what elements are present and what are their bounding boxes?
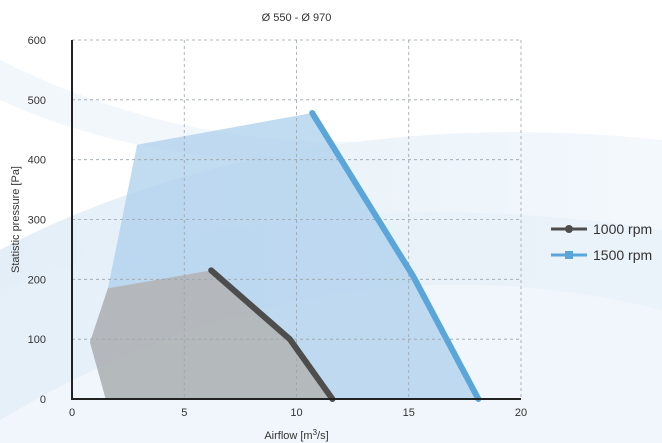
legend-item-1500rpm: 1500 rpm — [551, 242, 652, 268]
x-axis-label: Airflow [m3/s] — [264, 428, 328, 442]
x-tick-label: 15 — [403, 407, 415, 419]
y-tick-label: 200 — [28, 274, 46, 286]
operating-regions — [89, 112, 479, 399]
chart-title: Ø 550 - Ø 970 — [262, 12, 332, 24]
y-tick-label: 100 — [28, 334, 46, 346]
region-1000-rpm — [89, 270, 333, 399]
grid — [72, 39, 522, 399]
x-tick-label: 5 — [181, 407, 187, 419]
legend-label-1000rpm: 1000 rpm — [593, 221, 653, 237]
legend-marker-circle-icon — [551, 225, 587, 233]
x-tick-label: 10 — [290, 407, 302, 419]
legend: 1000 rpm 1500 rpm — [551, 216, 652, 268]
series-lines — [208, 109, 482, 402]
y-axis-label: Statistic pressure [Pa] — [10, 166, 22, 273]
y-tick-label: 0 — [40, 394, 46, 406]
x-tick-label: 0 — [69, 407, 75, 419]
series-line-1500-rpm — [309, 109, 482, 402]
legend-item-1000rpm: 1000 rpm — [551, 216, 652, 242]
series-line-1000-rpm — [208, 267, 336, 402]
legend-marker-square-icon — [551, 251, 587, 259]
y-tick-label: 600 — [28, 35, 46, 47]
y-tick-label: 500 — [28, 95, 46, 107]
y-tick-label: 400 — [28, 155, 46, 167]
x-tick-label: 20 — [515, 407, 527, 419]
axes — [71, 40, 521, 400]
y-tick-label: 300 — [28, 215, 46, 227]
legend-label-1500rpm: 1500 rpm — [593, 247, 653, 263]
